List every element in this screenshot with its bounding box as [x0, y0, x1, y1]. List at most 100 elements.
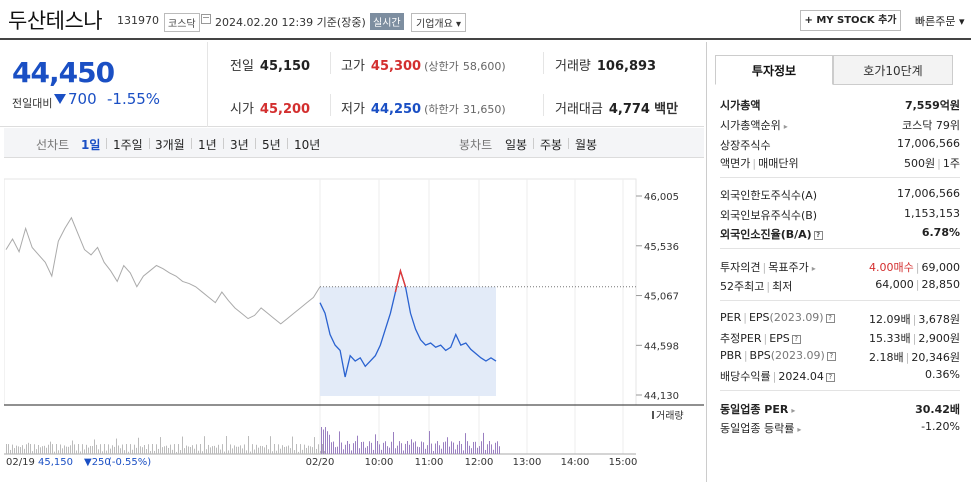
volume-bar-prev: [138, 437, 139, 454]
volume-bar-prev: [56, 444, 57, 454]
help-icon[interactable]: ?: [825, 373, 835, 382]
x-tick-label: 14:00: [561, 457, 590, 468]
tab-order-book[interactable]: 호가10단계: [833, 55, 953, 85]
volume-bar-today: [387, 446, 388, 454]
price-summary: [0, 42, 704, 127]
volume-bar-prev: [116, 438, 117, 454]
volume-bar-today: [443, 442, 444, 454]
est-per-label: 추정PER: [720, 332, 762, 345]
shares-value: 17,006,566: [897, 137, 960, 150]
industry-rate-label: 동일업종 등락률: [720, 422, 795, 435]
help-icon[interactable]: ?: [825, 314, 835, 323]
divider: [255, 138, 256, 149]
period-1w[interactable]: 1주일: [113, 138, 143, 152]
volume-bar-prev: [50, 441, 51, 454]
volume-bar-prev: [124, 450, 125, 454]
volume-bar-prev: [84, 449, 85, 454]
period-3m[interactable]: 3개월: [155, 138, 185, 152]
help-icon[interactable]: ?: [813, 231, 823, 240]
divider: [287, 138, 288, 149]
volume-bar-prev: [192, 445, 193, 454]
pbr-label: PBR: [720, 349, 742, 362]
stock-header: 두산테스나 131970 코스닥 2024.02.20 12:39 기준(장중)…: [0, 0, 971, 40]
dividend-value: 0.36%: [925, 368, 960, 381]
industry-rate-row[interactable]: 동일업종 등락률 ▸ -1.20%: [720, 420, 960, 438]
volume-bar-prev: [110, 448, 111, 454]
upper-limit-value: 58,600): [462, 60, 506, 73]
volume-bar-today: [373, 449, 374, 454]
volume-bar-prev: [270, 436, 271, 454]
volume-bar-prev: [82, 444, 83, 454]
volume-bar-prev: [220, 449, 221, 454]
volume-bar-prev: [72, 440, 73, 454]
volume-bar-today: [353, 443, 354, 454]
week52-low-label: 최저: [772, 280, 793, 293]
period-1d[interactable]: 1일: [81, 138, 101, 152]
volume-bar-prev: [136, 447, 137, 454]
volume-bar-prev: [32, 451, 33, 454]
industry-per-row[interactable]: 동일업종 PER ▸ 30.42배: [720, 401, 960, 419]
opinion-row: 투자의견 | 목표주가 ▸ 4.00매수 | 69,000: [720, 261, 960, 274]
help-icon[interactable]: ?: [826, 352, 836, 361]
volume-bar-prev: [98, 449, 99, 454]
volume-bar-prev: [290, 448, 291, 454]
stock-code: 131970: [117, 14, 159, 27]
volume-bar-prev: [274, 444, 275, 454]
volume-bar-prev: [18, 446, 19, 454]
candle-monthly[interactable]: 월봉: [575, 138, 598, 152]
candle-weekly[interactable]: 주봉: [540, 138, 563, 152]
x-tick-label: 13:00: [513, 457, 542, 468]
volume-bar-prev: [20, 447, 21, 454]
today-series: [319, 268, 497, 378]
divider: [543, 52, 544, 74]
foreign-limit-value: 17,006,566: [897, 187, 960, 200]
volume-bar-prev: [70, 445, 71, 454]
quick-order-label: 빠른주문: [915, 15, 956, 28]
volume-bar-today: [403, 450, 404, 454]
company-overview-button[interactable]: 기업개요 ▾: [411, 13, 467, 32]
volume-bar-prev: [224, 451, 225, 454]
volume-bar-prev: [228, 450, 229, 454]
intraday-price-chart[interactable]: 46,005 45,536 45,067 44,598 44,130 02/20 10:0…: [4, 159, 704, 482]
upper-limit-label: (상한가: [424, 60, 459, 73]
volume-bar-prev: [300, 444, 301, 454]
volume-bar-prev: [196, 444, 197, 454]
tab-investment-info[interactable]: 투자정보: [715, 55, 833, 85]
volume-bar-prev: [306, 447, 307, 454]
period-10y[interactable]: 10년: [294, 138, 321, 152]
volume-bar-prev: [96, 444, 97, 454]
add-mystock-button[interactable]: + MY STOCK 추가: [800, 10, 901, 31]
foreign-limit-label: 외국인한도주식수(A): [720, 189, 818, 202]
open-price-value: 45,200: [259, 102, 311, 117]
volume-bar-prev: [154, 450, 155, 454]
bps-value: 20,346원: [911, 351, 960, 364]
volume-bar-prev: [140, 446, 141, 454]
est-eps-label: EPS: [769, 332, 790, 345]
chevron-right-icon: ▸: [791, 406, 796, 415]
help-icon[interactable]: ?: [791, 335, 801, 344]
volume-bar-prev: [216, 447, 217, 454]
volume-bar-prev: [234, 445, 235, 454]
volume-bar-prev: [202, 451, 203, 454]
divider: [720, 248, 960, 249]
volume-bar-prev: [102, 451, 103, 454]
volume-bar-prev: [226, 436, 227, 454]
volume-bar-today: [497, 441, 498, 454]
period-3y[interactable]: 3년: [230, 138, 249, 152]
volume-bar-prev: [304, 444, 305, 454]
volume-bar-prev: [284, 446, 285, 454]
change-rate: -1.55%: [107, 90, 161, 108]
industry-per-label: 동일업종 PER: [720, 403, 789, 416]
volume-bar-today: [357, 435, 358, 454]
realtime-button[interactable]: 실시간: [370, 13, 404, 30]
volume-bar-prev: [80, 451, 81, 454]
candle-daily[interactable]: 일봉: [505, 138, 528, 152]
period-5y[interactable]: 5년: [262, 138, 281, 152]
quick-order-button[interactable]: 빠른주문 ▾: [915, 13, 965, 29]
volume-bar-prev: [128, 451, 129, 454]
period-1y[interactable]: 1년: [198, 138, 217, 152]
rank-value: 코스닥 79위: [902, 119, 960, 132]
divider: [720, 177, 960, 178]
shares-label: 상장주식수: [720, 139, 771, 152]
market-cap-rank-row[interactable]: 시가총액순위 ▸ 코스닥 79위: [720, 117, 960, 135]
